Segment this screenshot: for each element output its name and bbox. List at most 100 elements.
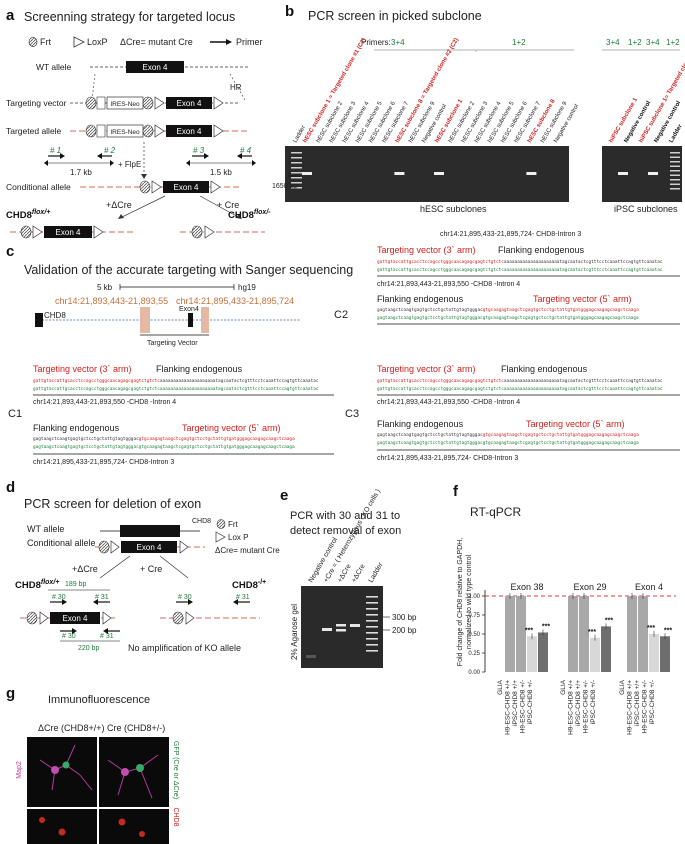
f-ylabel-1: Fold change of CHD8 relative to GAPDH, — [457, 538, 464, 666]
f-sig-label: *** — [664, 627, 672, 634]
g-img-top-left — [27, 737, 97, 807]
tv-label: Targeting vector — [6, 98, 67, 108]
d-right-geno: CHD8-/+ — [232, 579, 266, 591]
c2-seq2-top: gagtaagctcaagtgagtgctcctgctattgtagtgggac… — [377, 307, 639, 313]
panel-f-label: f — [453, 483, 459, 500]
f-bar — [638, 596, 648, 672]
f-sig-label: *** — [525, 627, 533, 634]
wt-exon4-box — [126, 61, 184, 73]
f-x-tick-label: GLIA — [497, 679, 504, 694]
c1-flank-label: Flanking endogenous — [156, 364, 243, 374]
primer-legend-text: Primer — [236, 37, 263, 47]
f-x-tick-label: H9-ESC-CHD8 +/+ — [568, 680, 575, 735]
f-y-tick-label: 0.25 — [468, 651, 480, 657]
bp300-label: 300 bp — [392, 613, 417, 622]
e-band — [322, 628, 332, 631]
coord2-highlight — [201, 307, 209, 333]
f-y-tick-label: 0.00 — [468, 670, 480, 676]
a-dcre-label: +ΔCre — [106, 200, 132, 210]
wt-allele-label: WT allele — [36, 62, 72, 72]
f-group-label: Exon 38 — [510, 582, 543, 592]
b-ladder-band — [291, 177, 302, 179]
g-img-top-right — [99, 737, 169, 807]
panel-a-title: Screenning strategy for targeted locus — [24, 10, 235, 24]
c2-tv5-label: Targeting vector (5` arm) — [533, 294, 632, 304]
e-ladder-band — [366, 602, 378, 604]
b-ladder-band — [670, 156, 680, 158]
panel-d-title: PCR screen for deletion of exon — [24, 497, 201, 511]
d-p31-top: # 31 — [95, 594, 109, 601]
genome-label: hg19 — [238, 283, 256, 292]
panel-c: c Validation of the accurate targeting w… — [6, 231, 680, 466]
e-ladder-band — [366, 632, 378, 634]
e-band — [336, 629, 346, 632]
ipsc-gel — [602, 146, 682, 202]
panel-f: f RT-qPCR Fold change of CHD8 relative t… — [453, 483, 676, 735]
c3-seq2-top: gagtaagctcaagtgagtgctcctgctattgtagtgggac… — [377, 432, 639, 438]
ca-label: Conditional allele — [6, 182, 71, 192]
e-ladder-band — [366, 644, 378, 646]
loxp-legend-icon — [73, 36, 85, 48]
bp189-label: 189 bp — [65, 581, 87, 588]
wt-exon4-text: Exon 4 — [143, 63, 168, 72]
bp200-label: 200 bp — [392, 626, 417, 635]
tv-exon4-text: Exon 4 — [177, 99, 202, 108]
b-ladder-band — [670, 161, 680, 163]
f-bar — [568, 596, 578, 672]
f-title: RT-qPCR — [470, 505, 521, 519]
b-lane-label: hESC subclone 1 = Targeted clone #1 (C1) — [303, 37, 368, 144]
c3-seq-top: gattgtaccattgcacctccagcctgggcaacagagcgag… — [377, 378, 663, 384]
c3-intron4-label: chr14:21,893,443-21,893,550 -CHD8 -Intro… — [377, 399, 520, 406]
panel-a-label: a — [6, 7, 15, 24]
panel-e-label: e — [280, 487, 288, 504]
dcre-legend-text: ΔCre= mutant Cre — [120, 37, 193, 47]
b-band — [618, 172, 628, 175]
b-ladder-band — [291, 167, 302, 169]
c1-tv5-label: Targeting vector (5` arm) — [182, 423, 281, 433]
panel-a-legend: Frt LoxP ΔCre= mutant Cre Primer — [28, 36, 263, 48]
f-bar — [601, 626, 611, 672]
f-group-label: Exon 4 — [635, 582, 663, 592]
coord1-highlight — [140, 307, 150, 333]
f-y-tick-label: 0.50 — [468, 632, 480, 638]
panel-b-title: PCR screen in picked subclone — [308, 9, 482, 23]
primer-group-2: 1+2 — [512, 38, 526, 47]
c1-tv3-label: Targeting vector (3` arm) — [33, 364, 132, 374]
f-bar — [660, 636, 670, 672]
c1-label: C1 — [8, 408, 22, 420]
g-left-col: ΔCre (CHD8+/+) — [38, 723, 105, 733]
c1-intron4-label: chr14:21,893,443-21,893,550 -CHD8 -Intro… — [33, 399, 176, 406]
c1-flank2-label: Flanking endogenous — [33, 423, 120, 433]
d-cre-label: + Cre — [140, 564, 162, 574]
f-bar — [579, 596, 589, 672]
c3-seq-ref: gattgtaccattgcacctccagcctgggcaacagagcgag… — [377, 386, 663, 392]
primer-group-4: 1+2 — [628, 38, 642, 47]
c3-flank2-label: Flanking endogenous — [377, 419, 464, 429]
f-x-tick-label: iPSC-CHD8 +/+ — [575, 680, 582, 726]
d-dcre-label: +ΔCre — [72, 564, 98, 574]
primer-3-label: # 3 — [193, 146, 205, 155]
b-ladder-band — [670, 152, 680, 154]
d-flox-exon-text: Exon 4 — [63, 614, 88, 623]
g-right-col: Cre (CHD8+/-) — [107, 723, 165, 733]
e-band — [336, 624, 346, 627]
d-loxp-label: Lox P — [228, 533, 248, 542]
primer-2-label: # 2 — [104, 146, 116, 155]
c3-tv3-label: Targeting vector (3` arm) — [377, 364, 476, 374]
b-ladder-band — [291, 162, 302, 164]
d-left-geno: CHD8flox/+ — [15, 579, 59, 591]
c-exon4-label: Exon4 — [179, 306, 199, 313]
b-ladder-band — [291, 172, 302, 174]
flox-minus-label: CHD8flox/- — [228, 209, 271, 221]
c2-label: C2 — [334, 309, 348, 321]
e-lane-label: +ΔCre — [351, 563, 367, 584]
c3-flank-label: Flanking endogenous — [501, 364, 588, 374]
c1-seq2-top: gagtaagctcaagtgagtgctcctgctattgtagtgggac… — [33, 436, 295, 442]
panel-g: g Immunofluorescence ΔCre (CHD8+/+) Cre … — [6, 685, 179, 844]
e-ladder-band — [366, 620, 378, 622]
b-ladder-band — [670, 165, 680, 167]
panel-b-label: b — [285, 3, 294, 20]
f-x-tick-label: GLIA — [560, 679, 567, 694]
c1-intron3-label: chr14:21,895,433-21,895,724- CHD8-Intron… — [33, 459, 174, 466]
e-title-1: PCR with 30 and 31 to — [290, 510, 400, 522]
